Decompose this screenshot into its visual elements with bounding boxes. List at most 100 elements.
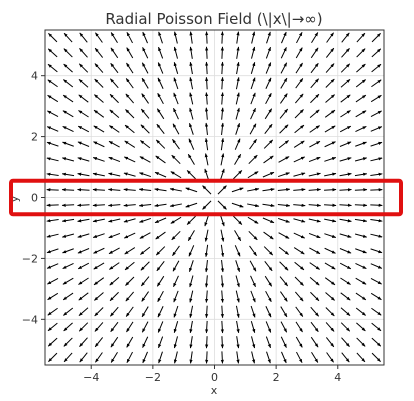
field-arrow (339, 248, 352, 254)
field-arrow (280, 306, 288, 318)
field-arrow (126, 351, 133, 364)
y-tick-label: 4 (31, 70, 38, 83)
field-arrow (247, 171, 259, 179)
field-arrow (77, 188, 90, 192)
field-arrow (173, 305, 179, 318)
field-arrow (324, 233, 337, 238)
field-arrow (325, 292, 335, 301)
field-arrow (141, 77, 149, 89)
field-arrow (47, 322, 58, 332)
field-arrow (94, 307, 104, 317)
field-arrow (220, 305, 224, 319)
field-arrow (62, 262, 74, 270)
field-arrow (280, 93, 288, 104)
field-arrow (311, 32, 319, 43)
field-arrow (325, 337, 335, 348)
field-arrow (189, 336, 193, 349)
field-arrow (249, 260, 257, 272)
field-arrow (294, 261, 305, 271)
field-arrow (93, 141, 105, 148)
field-arrow (141, 62, 149, 74)
field-arrow (265, 306, 272, 318)
field-arrow (172, 245, 180, 257)
field-arrow (187, 153, 195, 165)
field-arrow (280, 77, 288, 89)
field-arrow (251, 351, 256, 364)
field-arrow (325, 78, 335, 88)
field-arrow (94, 47, 104, 58)
field-arrow (281, 31, 287, 44)
field-arrow (188, 245, 195, 257)
field-arrow (265, 46, 271, 59)
field-arrow (139, 172, 152, 178)
field-arrow (220, 320, 224, 334)
field-arrow (310, 93, 320, 104)
field-arrow (308, 232, 321, 239)
field-arrow (236, 351, 240, 364)
field-arrow (231, 202, 244, 208)
field-arrow (47, 63, 58, 73)
field-arrow (234, 245, 241, 257)
field-arrow (324, 277, 336, 286)
field-arrow (235, 92, 240, 105)
field-arrow (126, 47, 134, 59)
field-arrow (308, 156, 321, 163)
field-arrow (62, 94, 74, 103)
field-arrow (109, 262, 120, 270)
x-tick-label: 2 (273, 371, 280, 384)
field-arrow (156, 123, 165, 135)
field-arrow (308, 218, 321, 223)
field-arrow (324, 157, 337, 162)
field-arrow (370, 172, 383, 177)
field-arrow (189, 107, 194, 120)
field-arrow (340, 277, 351, 285)
field-arrow (126, 321, 134, 333)
y-axis-ticks: −4 −2 0 2 4 (22, 70, 45, 326)
field-arrow (155, 155, 166, 164)
field-arrow (340, 322, 351, 332)
field-arrow (219, 168, 225, 181)
field-arrow (204, 137, 209, 151)
field-arrow (78, 322, 89, 332)
field-arrow (126, 31, 133, 44)
field-arrow (125, 276, 135, 286)
field-arrow (308, 188, 322, 192)
field-arrow (63, 322, 73, 332)
field-arrow (262, 187, 275, 192)
field-arrow (95, 352, 103, 363)
field-arrow (95, 32, 103, 43)
field-arrow (250, 305, 256, 318)
field-arrow (371, 48, 382, 58)
field-arrow (94, 292, 104, 301)
field-arrow (61, 157, 75, 162)
field-arrow (309, 262, 320, 270)
field-arrow (124, 124, 135, 134)
field-arrow (355, 277, 367, 285)
field-arrow (370, 126, 383, 132)
field-arrow (46, 218, 59, 223)
field-arrow (123, 172, 136, 177)
field-arrow (220, 275, 225, 288)
field-arrow (340, 63, 351, 73)
field-arrow (139, 156, 151, 163)
field-arrow (235, 305, 240, 318)
highlight-box (9, 178, 403, 217)
field-arrow (250, 321, 256, 334)
field-arrow (371, 337, 382, 347)
field-arrow (108, 172, 121, 177)
field-arrow (156, 275, 165, 287)
field-arrow (371, 322, 382, 332)
field-arrow (233, 215, 243, 225)
field-arrow (171, 154, 181, 165)
field-arrow (170, 216, 182, 224)
field-arrow (251, 46, 256, 59)
field-arrow (324, 262, 336, 270)
field-arrow (339, 157, 352, 162)
field-arrow (278, 156, 290, 163)
field-arrow (355, 94, 367, 103)
field-arrow (339, 172, 352, 177)
field-arrow (189, 305, 194, 318)
field-arrow (293, 203, 306, 207)
field-arrow (108, 232, 121, 239)
field-arrow (278, 140, 289, 149)
